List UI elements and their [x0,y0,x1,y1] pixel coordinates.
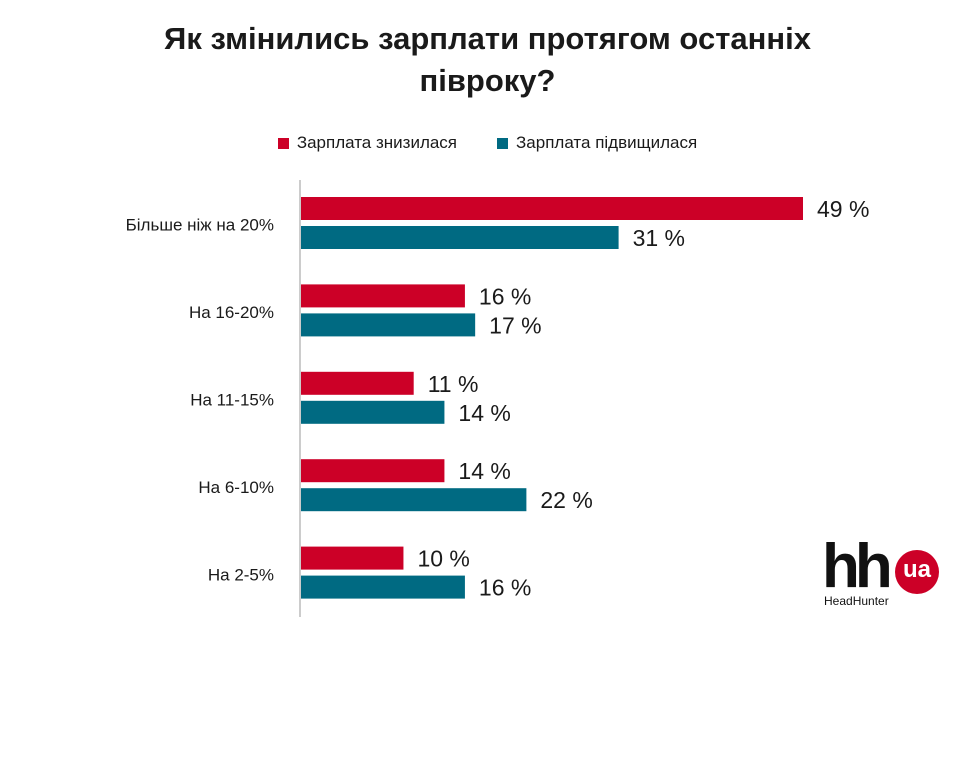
bar-increased [301,226,619,249]
category-label: На 11-15% [190,391,274,410]
chart-title-line-2: півроку? [419,63,556,98]
legend-swatch-decreased [277,137,289,149]
data-label: 11 % [428,371,479,397]
category-label: На 6-10% [198,478,274,497]
data-label: 17 % [489,312,541,338]
logo-hh-text: hh [822,532,893,601]
data-label: 22 % [540,487,592,513]
logo-ua-badge: ua [895,550,939,594]
legend-label-decreased: Зарплата знизилася [296,133,458,152]
bar-increased [301,488,527,512]
chart-title-line-1: Як змінились зарплати протягом останніх [164,21,811,56]
data-label: 16 % [479,283,531,309]
bar-decreased [301,459,445,483]
bar-increased [301,313,476,337]
category-label: Більше ніж на 20% [126,216,274,235]
bar-decreased [301,197,803,220]
data-label: 10 % [417,546,469,572]
bar-decreased [301,284,465,308]
legend: Зарплата знизилася Зарплата підвищилася [0,133,975,153]
data-label: 31 % [633,225,685,251]
logo-subtitle: HeadHunter [824,594,889,608]
bar-increased [301,400,445,424]
data-label: 16 % [479,575,531,601]
chart-title: Як змінились зарплати протягом останніх … [0,18,975,102]
bar-decreased [301,546,404,570]
legend-item-increased: Зарплата підвищилася [497,133,697,153]
headhunter-logo: hh ua HeadHunter [822,532,952,615]
data-label: 14 % [458,400,510,426]
category-label: На 2-5% [208,565,274,584]
legend-label-increased: Зарплата підвищилася [516,133,698,152]
bar-decreased [301,371,414,395]
legend-item-decreased: Зарплата знизилася [277,133,458,153]
legend-swatch-increased [497,137,509,149]
bar-increased [301,575,465,599]
category-label: На 16-20% [189,303,274,322]
data-label: 14 % [458,458,510,484]
data-label: 49 % [817,196,869,222]
